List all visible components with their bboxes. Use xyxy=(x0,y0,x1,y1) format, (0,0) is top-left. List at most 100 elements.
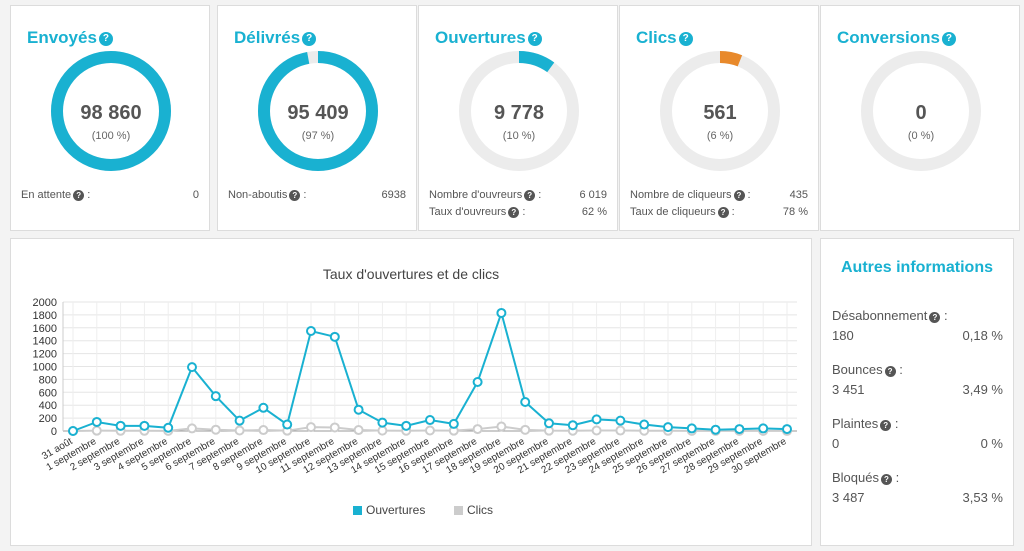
data-point-ouvertures xyxy=(377,417,388,428)
stat-card-delivres: Délivrés? 95 409 (97 %) Non-aboutis? : 6938 xyxy=(217,5,417,231)
legend-label: Clics xyxy=(467,503,493,517)
progress-ring xyxy=(861,51,981,171)
data-point-ouvertures xyxy=(734,424,745,435)
data-point-clics xyxy=(306,422,316,433)
info-count: 0 xyxy=(832,436,840,451)
y-tick-label: 1800 xyxy=(33,310,57,322)
card-value: 95 409 xyxy=(287,102,349,124)
stat-row-taux-d-ouvreurs: Taux d'ouvreurs? : 62 % xyxy=(429,206,607,218)
data-point-ouvertures xyxy=(163,422,174,433)
data-point-ouvertures xyxy=(591,414,602,425)
info-label-desabonnement: Désabonnement? : xyxy=(832,308,948,323)
ring-track xyxy=(861,51,981,171)
help-icon[interactable]: ? xyxy=(733,190,745,201)
data-point-ouvertures xyxy=(353,404,364,415)
data-point-ouvertures xyxy=(663,422,673,433)
stat-card-ouvertures: Ouvertures? 9 778 (10 %) Nombre d'ouvreurs?… xyxy=(418,5,618,231)
stat-label: En attente? : xyxy=(21,189,91,201)
help-icon[interactable]: ? xyxy=(880,420,892,431)
stat-value: 6 019 xyxy=(579,189,607,201)
stat-row-nombre-d-ouvreurs: Nombre d'ouvreurs? : 6 019 xyxy=(429,189,607,201)
data-point-clics xyxy=(353,425,364,436)
stat-row-en-attente: En attente? : 0 xyxy=(21,189,199,201)
data-point-ouvertures xyxy=(472,376,483,387)
help-icon[interactable]: ? xyxy=(717,207,729,218)
help-icon[interactable]: ? xyxy=(929,312,941,323)
chart-title: Taux d'ouvertures et de clics xyxy=(322,266,500,282)
info-count: 180 xyxy=(832,328,854,343)
help-icon[interactable]: ? xyxy=(524,190,536,201)
y-tick-label: 1200 xyxy=(33,349,57,361)
other-info-title: Autres informations xyxy=(840,259,993,276)
stat-card-clics: Clics? 561 (6 %) Nombre de cliqueurs? : 435 T… xyxy=(619,5,819,231)
data-point-ouvertures xyxy=(710,424,721,435)
other-info-card: Autres informations Désabonnement? : 180 0… xyxy=(820,238,1014,546)
y-tick-label: 200 xyxy=(39,413,57,425)
card-title: Clics? xyxy=(636,28,693,48)
data-point-ouvertures xyxy=(567,420,578,431)
y-tick-label: 600 xyxy=(39,387,57,399)
info-count: 3 487 xyxy=(832,490,865,505)
y-tick-label: 1000 xyxy=(33,362,57,374)
card-percent: (0 %) xyxy=(907,130,935,142)
card-percent: (97 %) xyxy=(301,130,335,142)
data-point-ouvertures xyxy=(68,426,78,436)
progress-ring xyxy=(660,51,780,171)
help-icon[interactable]: ? xyxy=(289,190,301,201)
info-label-plaintes: Plaintes? : xyxy=(832,416,899,431)
y-tick-label: 1400 xyxy=(33,336,57,348)
data-point-ouvertures xyxy=(282,419,293,430)
help-icon[interactable]: ? xyxy=(941,32,956,46)
data-point-ouvertures xyxy=(234,415,245,426)
data-point-clics xyxy=(329,422,340,433)
stat-card-conversions: Conversions? 0 (0 %) xyxy=(820,5,1020,231)
card-percent: (100 %) xyxy=(91,130,131,142)
data-point-ouvertures xyxy=(758,423,769,434)
card-title: Ouvertures? xyxy=(435,28,542,48)
help-icon[interactable]: ? xyxy=(884,366,896,377)
info-label-bloques: Bloqués? : xyxy=(832,470,900,485)
help-icon[interactable]: ? xyxy=(880,474,892,485)
data-point-ouvertures xyxy=(210,391,221,402)
chart-card: Taux d'ouvertures et de clics 0 200 400 600… xyxy=(10,238,812,546)
legend-swatch xyxy=(454,506,463,515)
stat-row-non-aboutis: Non-aboutis? : 6938 xyxy=(228,189,406,201)
stat-label: Nombre de cliqueurs? : xyxy=(630,189,751,201)
card-percent: (6 %) xyxy=(706,130,734,142)
help-icon[interactable]: ? xyxy=(508,207,520,218)
data-point-ouvertures xyxy=(782,424,792,435)
ring-fill xyxy=(258,51,378,171)
progress-ring xyxy=(258,51,378,171)
data-point-clics xyxy=(91,425,102,436)
card-value: 9 778 xyxy=(493,102,545,124)
y-tick-label: 400 xyxy=(39,400,57,412)
data-point-ouvertures xyxy=(91,416,102,427)
ring-fill xyxy=(51,51,171,171)
data-point-ouvertures xyxy=(425,415,435,426)
help-icon[interactable]: ? xyxy=(678,32,693,46)
y-tick-label: 0 xyxy=(51,426,57,438)
ring-fill xyxy=(660,51,780,171)
data-point-ouvertures xyxy=(258,402,269,413)
data-point-clics xyxy=(210,424,221,435)
card-title: Conversions? xyxy=(837,28,956,48)
data-point-ouvertures xyxy=(615,415,626,426)
help-icon[interactable]: ? xyxy=(98,32,113,46)
card-percent: (10 %) xyxy=(502,130,536,142)
data-point-clics xyxy=(234,425,245,436)
data-point-clics xyxy=(520,424,531,435)
data-point-clics xyxy=(472,424,483,435)
stat-value: 78 % xyxy=(782,206,808,218)
card-value: 98 860 xyxy=(80,102,142,124)
stat-label: Nombre d'ouvreurs? : xyxy=(429,189,542,201)
data-point-clics xyxy=(187,423,197,434)
help-icon[interactable]: ? xyxy=(527,32,542,46)
data-point-clics xyxy=(496,421,507,432)
help-icon[interactable]: ? xyxy=(302,32,317,46)
info-label-bounces: Bounces? : xyxy=(832,362,903,377)
help-icon[interactable]: ? xyxy=(73,190,85,201)
card-value: 561 xyxy=(703,102,737,124)
data-point-ouvertures xyxy=(544,418,554,429)
data-point-ouvertures xyxy=(520,396,531,407)
card-title: Délivrés? xyxy=(234,28,317,48)
